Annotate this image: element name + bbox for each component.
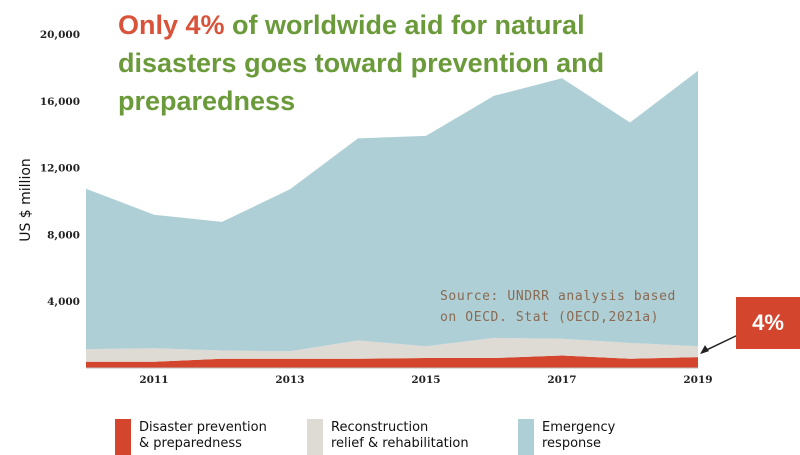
legend-swatch-emergency: [518, 419, 534, 455]
percent-callout: 4%: [736, 297, 800, 349]
x-tick-label: 2011: [139, 374, 168, 386]
legend-label-line: Disaster prevention: [139, 420, 267, 435]
legend-label-line: & preparedness: [139, 436, 242, 451]
area-prevention: [86, 355, 698, 368]
area-emergency: [86, 70, 698, 352]
y-tick-label: 16,000: [40, 96, 80, 108]
source-line-1: Source: UNDRR analysis based: [440, 289, 676, 304]
y-tick-label: 12,000: [40, 163, 80, 175]
x-tick-label: 2019: [683, 374, 712, 386]
chart-title: Only 4% of worldwide aid for natural dis…: [118, 6, 678, 120]
area-reconstruction: [86, 337, 698, 362]
legend-label-reconstruction: Reconstruction relief & rehabilitation: [331, 420, 501, 452]
y-tick-label: 20,000: [40, 29, 80, 41]
legend-label-line: Reconstruction: [331, 420, 429, 435]
source-note: Source: UNDRR analysis based on OECD. St…: [440, 286, 676, 328]
x-tick-label: 2015: [411, 374, 440, 386]
legend-label-line: response: [542, 436, 602, 451]
title-highlight: Only 4%: [118, 10, 225, 40]
legend-label-prevention: Disaster prevention & preparedness: [139, 420, 309, 452]
callout-arrow-line: [703, 333, 741, 352]
legend-label-line: Emergency: [542, 420, 616, 435]
title-rest: of worldwide aid for natural disasters g…: [118, 10, 605, 116]
area-layers: [86, 70, 698, 368]
legend-swatch-reconstruction: [307, 419, 323, 455]
y-tick-label: 8,000: [47, 229, 80, 241]
x-tick-label: 2017: [547, 374, 576, 386]
source-line-2: on OECD. Stat (OECD,2021a): [440, 310, 660, 325]
y-tick-label: 4,000: [47, 296, 80, 308]
legend-label-line: relief & rehabilitation: [331, 436, 469, 451]
legend-label-emergency: Emergency response: [542, 420, 712, 452]
y-axis-label: US $ million: [18, 158, 34, 242]
legend-swatch-prevention: [115, 419, 131, 455]
axes: 4,000 8,000 12,000 16,000 20,000 2011 2013 2015…: [40, 29, 741, 386]
x-tick-label: 2013: [275, 374, 304, 386]
callout-arrow-head: [700, 345, 709, 355]
